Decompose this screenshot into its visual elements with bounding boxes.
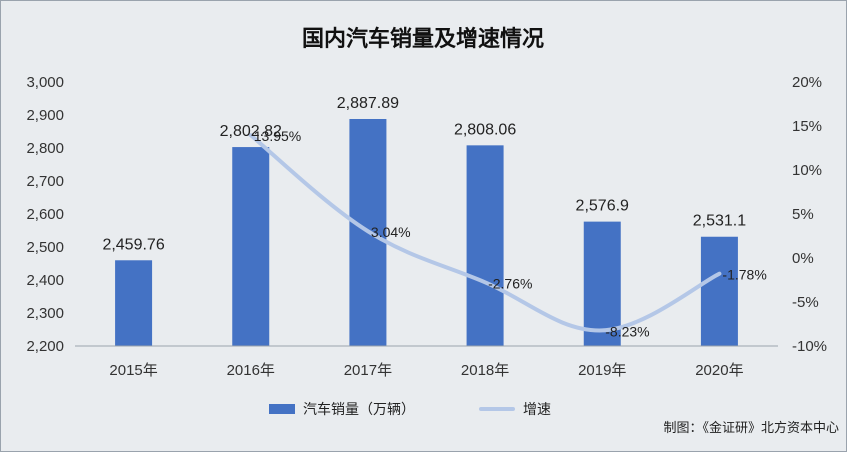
bar-data-labels: 2,459.76 2,802.82 2,887.89 2,808.06 2,576.9 2… <box>102 95 746 253</box>
bar-1 <box>232 147 270 346</box>
line-data-labels: 13.95% 3.04% -2.76% -8.23% -1.78% <box>254 128 767 339</box>
left-axis: 2,200 2,300 2,400 2,500 2,600 2,700 2,800 2,900… <box>26 74 64 355</box>
x-tick-label: 2017年 <box>344 362 392 379</box>
x-tick-label: 2016年 <box>227 362 275 379</box>
right-tick-label: 20% <box>792 74 822 91</box>
growth-line <box>248 133 722 333</box>
bar-5 <box>700 236 738 346</box>
left-tick-label: 2,300 <box>26 305 64 322</box>
bar-value-label: 2,576.9 <box>576 198 629 215</box>
x-tick-label: 2018年 <box>461 362 509 379</box>
bar-value-label: 2,459.76 <box>102 236 164 253</box>
growth-value-label: -1.78% <box>722 267 766 283</box>
growth-value-label: -8.23% <box>605 323 649 339</box>
left-tick-label: 2,900 <box>26 107 64 124</box>
left-tick-label: 3,000 <box>26 74 64 91</box>
left-tick-label: 2,400 <box>26 272 64 289</box>
legend-line-label: 增速 <box>523 402 551 418</box>
left-tick-label: 2,500 <box>26 239 64 256</box>
source-note: 制图：《金证研》北方资本中心 <box>663 420 839 436</box>
left-tick-label: 2,800 <box>26 140 64 157</box>
left-tick-label: 2,700 <box>26 173 64 190</box>
bar-value-label: 2,802.82 <box>220 123 282 140</box>
x-tick-label: 2020年 <box>695 362 743 379</box>
left-tick-label: 2,200 <box>26 338 64 355</box>
x-axis: 2015年 2016年 2017年 2018年 2019年 2020年 <box>75 345 778 379</box>
right-tick-label: -5% <box>792 294 819 311</box>
right-tick-label: 15% <box>792 118 822 135</box>
bar-value-label: 2,887.89 <box>337 95 399 112</box>
growth-value-label: 13.95% <box>254 128 301 144</box>
bar-series <box>115 118 738 346</box>
right-tick-label: -10% <box>792 338 827 355</box>
bar-value-label: 2,531.1 <box>693 213 746 230</box>
bar-value-label: 2,808.06 <box>454 121 516 138</box>
chart-title: 国内汽车销量及增速情况 <box>302 26 544 52</box>
left-tick-label: 2,600 <box>26 206 64 223</box>
bar-3 <box>466 145 504 346</box>
right-tick-label: 10% <box>792 162 822 179</box>
bar-0 <box>115 260 153 346</box>
growth-value-label: -2.76% <box>488 275 532 291</box>
line-series <box>248 133 722 333</box>
right-tick-label: 5% <box>792 206 814 223</box>
x-tick-label: 2019年 <box>578 362 626 379</box>
legend-bar-label: 汽车销量（万辆） <box>303 401 415 418</box>
right-tick-label: 0% <box>792 250 814 267</box>
legend-bar-swatch <box>269 404 295 414</box>
right-axis: -10% -5% 0% 5% 10% 15% 20% <box>792 74 827 355</box>
growth-value-label: 3.04% <box>371 224 411 240</box>
bar-4 <box>583 221 621 346</box>
legend: 汽车销量（万辆） 增速 <box>269 401 551 418</box>
x-tick-label: 2015年 <box>109 362 157 379</box>
